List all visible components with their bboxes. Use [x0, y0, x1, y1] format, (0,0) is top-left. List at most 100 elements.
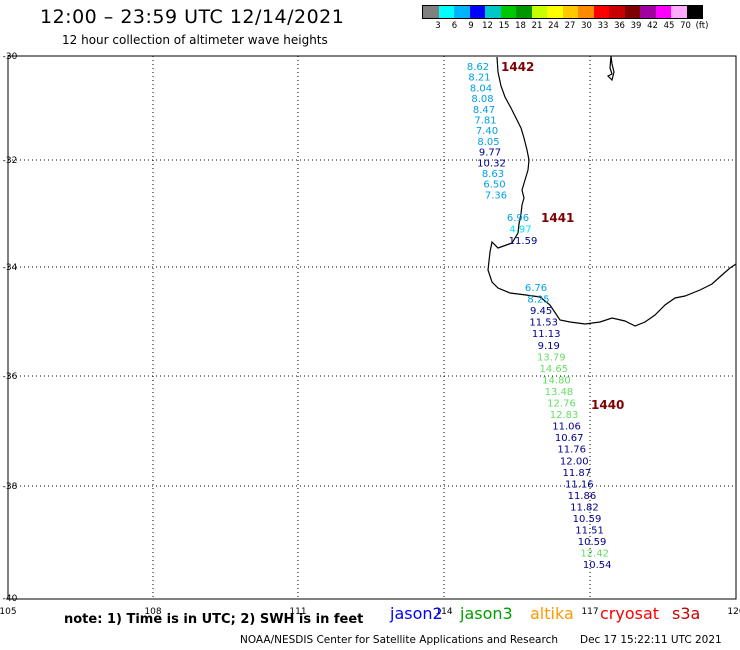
scale-label: 12	[482, 21, 493, 31]
coastline-australia	[487, 56, 737, 327]
map-frame	[7, 55, 737, 600]
wave-height-value: 8.47	[473, 105, 495, 116]
scale-label: 36	[614, 21, 625, 31]
footer-credit: NOAA/NESDIS Center for Satellite Applica…	[240, 634, 558, 646]
wave-height-value: 8.05	[477, 137, 499, 148]
scale-swatch	[516, 6, 532, 18]
wave-height-value: 12.00	[560, 456, 589, 467]
wave-height-value: 11.59	[509, 236, 538, 247]
scale-swatch	[655, 6, 671, 18]
wave-height-value: 12.76	[547, 399, 576, 410]
latitude-label: -32	[3, 156, 18, 166]
wave-height-value: 11.16	[565, 479, 594, 490]
wave-height-value: 13.79	[537, 352, 566, 363]
longitude-label: 114	[435, 607, 452, 617]
coastline-inlet	[606, 55, 615, 82]
wave-height-value: 10.54	[583, 560, 612, 571]
wave-height-value: 10.59	[578, 537, 607, 548]
wave-height-value: 11.87	[562, 468, 591, 479]
scale-label: (ft)	[695, 21, 709, 31]
latitude-label: -36	[3, 372, 18, 382]
longitude-label: 105	[0, 607, 17, 617]
satellite-jason3: jason3	[460, 604, 513, 623]
latitude-label: -34	[3, 263, 18, 273]
wave-height-value: 9.19	[538, 341, 560, 352]
longitude-label: 120	[727, 607, 740, 617]
scale-swatch	[547, 6, 563, 18]
scale-label: 3	[435, 21, 441, 31]
latitude-label: -40	[3, 594, 18, 604]
scale-swatch	[671, 6, 687, 18]
satellite-s3a: s3a	[672, 604, 701, 623]
wave-height-value: 9.77	[479, 148, 501, 159]
scale-swatch	[485, 6, 501, 18]
scale-swatch	[562, 6, 578, 18]
scale-label: 45	[663, 21, 675, 31]
track-orbit-labels: 1442 1441 1440	[501, 60, 624, 412]
wave-height-value: 6.96	[507, 213, 529, 224]
wave-height-value: 12.42	[580, 549, 609, 560]
wave-height-value: 14.80	[542, 375, 571, 386]
wave-height-value: 6.50	[483, 180, 505, 191]
wave-height-color-scale: 3 6 9 12 15 18 21 24 27 30 33 36 39 42 45 70 (ft)	[422, 5, 708, 33]
longitude-label: 111	[289, 607, 306, 617]
longitude-label: 108	[144, 607, 161, 617]
wave-height-value: 8.63	[482, 169, 504, 180]
wave-height-value: 9.45	[530, 306, 552, 317]
wave-height-value: 7.81	[474, 116, 496, 127]
map-title: 12:00 – 23:59 UTC 12/14/2021	[40, 6, 345, 28]
wave-height-value: 11.13	[532, 329, 561, 340]
scale-label: 27	[564, 21, 576, 31]
map-note: note: 1) Time is in UTC; 2) SWH is in fe…	[64, 612, 364, 627]
wave-height-value: 11.06	[552, 422, 581, 433]
wave-height-value: 6.76	[525, 283, 547, 294]
scale-label: 15	[498, 21, 510, 31]
scale-swatch	[593, 6, 609, 18]
scale-label: 30	[581, 21, 592, 31]
longitude-label: 117	[581, 607, 598, 617]
latitude-label: -38	[3, 482, 18, 492]
wave-height-value: 7.40	[476, 126, 498, 137]
wave-height-value: 14.65	[540, 364, 569, 375]
orbit-label: 1441	[541, 211, 574, 225]
scale-label: 39	[630, 21, 642, 31]
footer-timestamp: Dec 17 15:22:11 UTC 2021	[580, 634, 722, 646]
orbit-label: 1440	[591, 398, 624, 412]
map-subtitle: 12 hour collection of altimeter wave hei…	[62, 33, 328, 47]
scale-swatch	[423, 6, 439, 18]
scale-label: 70	[680, 21, 691, 31]
color-scale-labels: 3 6 9 12 15 18 21 24 27 30 33 36 39 42 45 70 (ft)	[422, 19, 708, 33]
wave-height-value: 11.86	[568, 491, 597, 502]
wave-height-value: 11.82	[570, 502, 599, 513]
satellite-jason2: jason2	[390, 604, 443, 623]
scale-swatch	[454, 6, 470, 18]
wave-height-value: 10.32	[477, 158, 506, 169]
scale-swatch	[640, 6, 656, 18]
wave-height-value: 8.62	[467, 62, 489, 73]
wave-height-value: 8.21	[468, 73, 490, 84]
wave-height-value: 11.76	[557, 445, 586, 456]
track-values: 8.628.218.048.088.477.817.408.059.7710.3…	[467, 62, 612, 571]
wave-height-value: 10.59	[573, 514, 602, 525]
wave-height-value: 8.04	[470, 83, 492, 94]
wave-height-value: 12.83	[550, 410, 579, 421]
scale-swatch	[469, 6, 485, 18]
wave-height-value: 11.51	[575, 526, 604, 537]
wave-height-value: 8.08	[471, 94, 493, 105]
wave-height-value: 7.36	[485, 190, 507, 201]
orbit-label: 1442	[501, 60, 534, 74]
scale-swatch	[500, 6, 516, 18]
scale-swatch	[438, 6, 454, 18]
scale-label: 18	[515, 21, 526, 31]
scale-swatch	[686, 6, 702, 18]
map-grid: 105 108 111 114 117 120 -30 -32 -34 -36 -38 -40	[0, 52, 740, 617]
scale-label: 42	[647, 21, 658, 31]
scale-label: 21	[531, 21, 543, 31]
wave-height-value: 10.67	[555, 433, 584, 444]
scale-swatch	[578, 6, 594, 18]
wave-height-value: 13.48	[545, 387, 574, 398]
scale-swatch	[531, 6, 547, 18]
latitude-label: -30	[3, 52, 18, 62]
wave-height-value: 4.97	[509, 225, 531, 236]
